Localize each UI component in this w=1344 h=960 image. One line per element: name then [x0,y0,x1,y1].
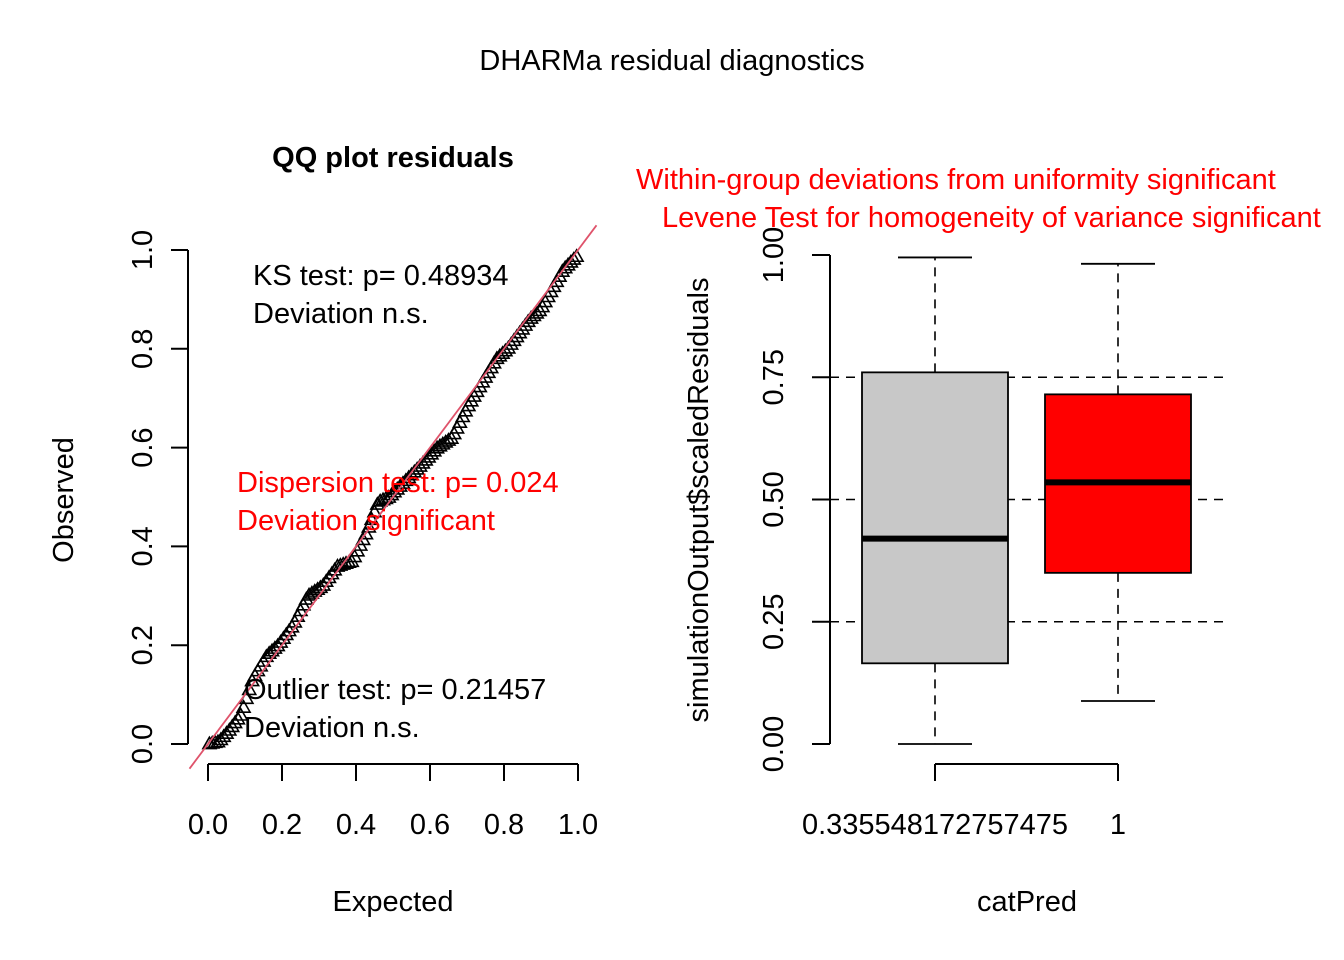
ks-test-line-1: KS test: p= 0.48934 [253,260,509,292]
qq-point [235,699,252,713]
qq-point [358,525,374,540]
qq-y-tick-label: 0.8 [127,329,159,369]
box-y-tick-label: 0.25 [758,594,790,650]
qq-axes: 0.0 0.2 0.4 0.6 0.8 1.0 0.0 0.2 0.4 0.6 0.8 1.0 [127,230,598,841]
box-x-tick-label: 1 [1110,809,1126,841]
outlier-test-line-2: Deviation n.s. [244,712,420,744]
qq-x-axis-title: Expected [333,886,454,918]
box-panel: Within-group deviations from uniformity … [636,164,1321,918]
box-y-tick-label: 1.00 [758,227,790,283]
qq-x-tick-label: 1.0 [558,809,598,841]
qq-point [338,555,354,569]
qq-y-tick-label: 0.4 [127,526,159,566]
qq-title: QQ plot residuals [272,142,514,174]
dispersion-test-line-2: Deviation significant [237,505,495,537]
qq-x-tick-label: 0.0 [188,809,228,841]
qq-point [309,581,326,596]
qq-y-tick-label: 0.6 [127,427,159,467]
box-iqr [861,371,1009,665]
qq-x-tick-label: 0.8 [484,809,524,841]
box-y-tick-label: 0.00 [758,716,790,772]
qq-x-tick-label: 0.4 [336,809,376,841]
qq-point [218,725,235,739]
qq-point [241,681,258,696]
box-y-tick-label: 0.50 [758,471,790,527]
box-y-tick-label: 0.75 [758,349,790,405]
qq-reference-line [188,224,598,770]
box-marks [861,256,1192,745]
qq-point [437,433,454,448]
box-x-axis-title: catPred [977,886,1077,918]
box-y-axis-title: simulationOutput$scaledResiduals [683,278,715,723]
qq-y-tick-label: 0.0 [127,724,159,764]
dispersion-test-line-1: Dispersion test: p= 0.024 [237,467,559,499]
qq-point [378,490,394,505]
ks-test-line-2: Deviation n.s. [253,298,429,330]
page-title: DHARMa residual diagnostics [479,45,864,77]
box-title-line-1: Within-group deviations from uniformity … [636,164,1276,196]
qq-panel: QQ plot residuals 0.0 0.2 0.4 0.6 0.8 1.00.00… [48,142,598,918]
box-x-tick-label: 0.335548172757475 [802,809,1068,841]
qq-y-axis-title: Observed [48,437,80,563]
qq-x-tick-label: 0.6 [410,809,450,841]
qq-point [565,251,582,265]
qq-x-tick-label: 0.2 [262,809,302,841]
qq-point [366,503,383,518]
qq-y-tick-label: 1.0 [127,230,159,270]
qq-y-tick-label: 0.2 [127,625,159,665]
box-axes: 0.00 0.25 0.50 0.75 1.00 0.335548172757475 1 [758,227,1126,841]
qq-point [232,707,249,721]
outlier-test-line-1: Outlier test: p= 0.21457 [244,674,546,706]
box-title-line-2: Levene Test for homogeneity of variance … [662,202,1321,234]
